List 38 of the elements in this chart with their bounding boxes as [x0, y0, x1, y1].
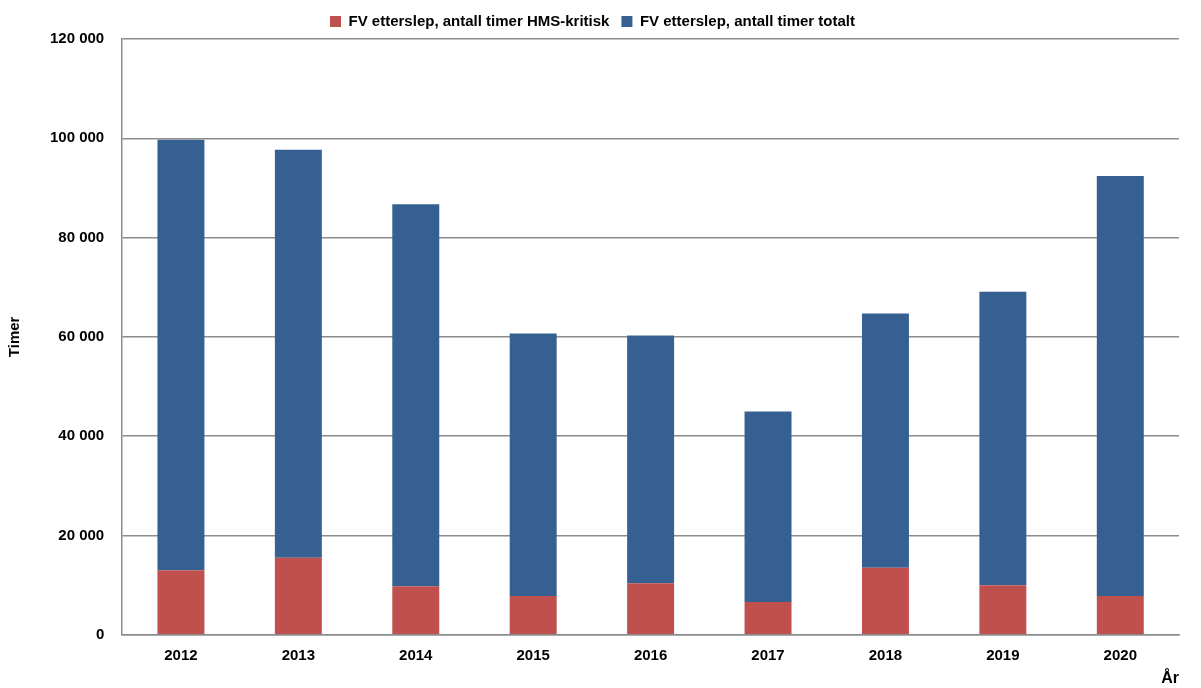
x-tick-label: 2014	[399, 645, 434, 663]
y-axis-title: Timer	[5, 316, 23, 358]
bar	[744, 411, 792, 603]
x-axis-title: År	[1161, 667, 1179, 686]
bar	[744, 602, 792, 635]
y-tick-label: 100 000	[49, 128, 105, 146]
y-tick-label: 80 000	[58, 227, 105, 245]
bar	[861, 567, 909, 635]
x-tick-label: 2013	[281, 645, 316, 663]
bar	[979, 585, 1027, 635]
bar	[274, 149, 322, 558]
bar	[861, 313, 909, 568]
bar	[509, 333, 557, 597]
bar	[509, 596, 557, 635]
legend-label: FV etterslep, antall timer HMS-kritisk	[348, 11, 611, 29]
y-tick-label: 60 000	[58, 327, 105, 345]
x-tick-label: 2020	[1103, 645, 1137, 663]
x-tick-label: 2018	[868, 645, 903, 663]
bar	[392, 204, 440, 587]
x-tick-label: 2015	[516, 645, 550, 663]
y-tick-label: 0	[95, 624, 105, 642]
bar	[392, 586, 440, 635]
bar	[1096, 596, 1144, 635]
bar	[274, 557, 322, 635]
x-tick-label: 2016	[633, 645, 668, 663]
bar	[979, 291, 1027, 586]
x-tick-label: 2017	[751, 645, 785, 663]
y-tick-label: 20 000	[58, 525, 105, 543]
bar	[157, 570, 205, 635]
y-tick-label: 40 000	[58, 426, 105, 444]
legend-label: FV etterslep, antall timer totalt	[639, 11, 855, 29]
bar	[627, 583, 675, 635]
x-tick-label: 2019	[986, 645, 1020, 663]
bar	[1096, 176, 1144, 597]
y-tick-label: 120 000	[49, 29, 105, 47]
bar	[157, 139, 205, 571]
x-tick-label: 2012	[164, 645, 198, 663]
bar	[627, 335, 675, 584]
